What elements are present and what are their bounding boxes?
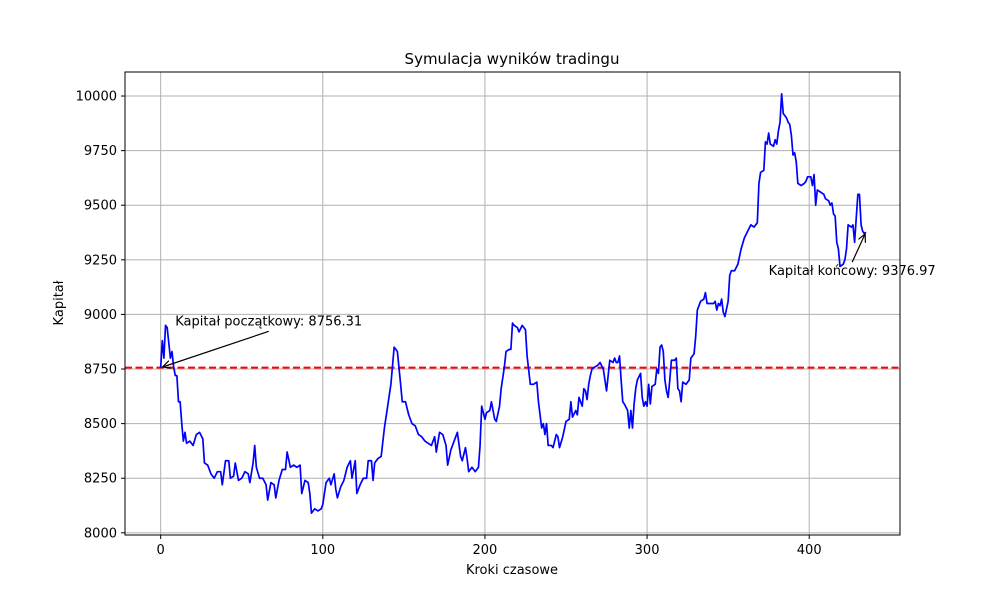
annotation-arrow (163, 330, 269, 367)
y-axis-label: Kapitał (52, 280, 67, 325)
x-tick-label: 400 (797, 543, 822, 558)
x-tick-label: 0 (157, 543, 165, 558)
annotations: Kapitał początkowy: 8756.31 Kapitał końco… (163, 234, 936, 367)
series-group (159, 92, 867, 515)
x-tick-label: 300 (635, 543, 660, 558)
grid (125, 72, 900, 535)
y-tick-label: 8250 (84, 472, 117, 487)
y-tick-label: 9250 (84, 253, 117, 268)
x-tick-label: 100 (310, 543, 335, 558)
x-axis-ticks: 0 100 200 300 400 (157, 535, 822, 558)
y-tick-label: 9000 (84, 308, 117, 323)
x-axis-label: Kroki czasowe (466, 563, 558, 578)
chart-title: Symulacja wyników tradingu (405, 50, 620, 68)
annotation-label: Kapitał końcowy: 9376.97 (769, 264, 936, 279)
y-tick-label: 10000 (76, 90, 117, 105)
plot-frame (124, 71, 901, 536)
y-tick-label: 8000 (84, 526, 117, 541)
y-axis-ticks: 8000 8250 8500 8750 9000 9250 9500 9750 10000 (76, 90, 125, 541)
y-tick-label: 9500 (84, 199, 117, 214)
annotation-arrow (851, 234, 865, 263)
x-tick-label: 200 (473, 543, 498, 558)
y-tick-label: 8500 (84, 417, 117, 432)
series-line (159, 92, 867, 515)
annotation-label: Kapitał początkowy: 8756.31 (175, 314, 362, 329)
y-tick-label: 9750 (84, 144, 117, 159)
y-tick-label: 8750 (84, 363, 117, 378)
